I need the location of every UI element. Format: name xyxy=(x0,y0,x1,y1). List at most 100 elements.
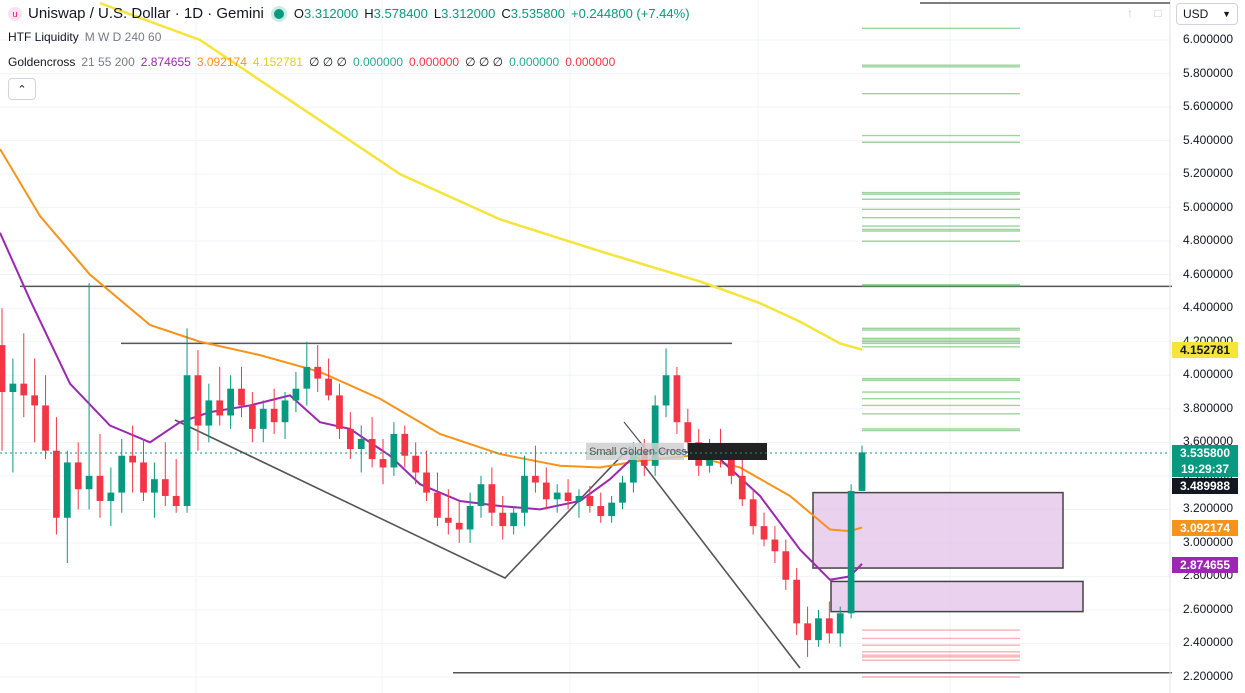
ohlc-low: L3.312000 xyxy=(433,6,496,21)
price-change: +0.244800 (+7.44%) xyxy=(570,6,690,21)
ma21-line xyxy=(0,232,863,581)
candle-body xyxy=(140,462,147,493)
symbol-legend: u Uniswap / U.S. Dollar · 1D · Gemini O3… xyxy=(8,5,690,22)
candle-body xyxy=(0,345,6,393)
scroll-up-icon[interactable]: ↑ xyxy=(1127,6,1133,20)
candle-body xyxy=(466,506,474,530)
candle-body xyxy=(793,579,801,624)
candle-body xyxy=(401,433,409,456)
candle-body xyxy=(53,450,60,518)
order-block-lower xyxy=(830,580,1084,613)
candle-body xyxy=(619,482,626,503)
ohlc-high: H3.578400 xyxy=(364,6,428,21)
candle-body xyxy=(444,517,452,523)
gc-empty-b: ∅ ∅ ∅ xyxy=(465,55,504,69)
candle-body xyxy=(412,455,420,473)
candle-body xyxy=(270,408,278,423)
symbol-title[interactable]: Uniswap / U.S. Dollar · 1D · Gemini xyxy=(28,5,264,22)
last-price-value: 3.535800 xyxy=(1179,446,1231,460)
ma21-price-tag: 2.874655 xyxy=(1172,557,1238,573)
candle-body xyxy=(542,482,550,500)
candle-body xyxy=(118,455,126,493)
ma55-price-tag: 3.092174 xyxy=(1172,520,1238,536)
candle-body xyxy=(521,475,528,513)
candle-body xyxy=(85,475,93,490)
candle-body xyxy=(760,526,768,540)
candle-body xyxy=(651,405,659,466)
candle-body xyxy=(847,490,855,614)
axis-tick-label: 4.600000 xyxy=(1183,266,1234,281)
axis-tick-label: 4.800000 xyxy=(1183,233,1234,248)
market-open-icon xyxy=(273,8,284,19)
candle-body xyxy=(727,459,735,476)
candle-body xyxy=(630,450,637,483)
candle-body xyxy=(194,375,202,426)
moving-averages xyxy=(0,1,863,581)
axis-tick-label: 3.000000 xyxy=(1183,534,1234,549)
candle-body xyxy=(368,438,376,460)
candle-body xyxy=(499,512,507,527)
golden-cross-annotation: Small Golden Cross xyxy=(586,443,767,460)
ma55-line xyxy=(0,148,863,533)
ma200-line xyxy=(99,1,863,351)
axis-tick-label: 3.200000 xyxy=(1183,501,1234,516)
maximize-icon[interactable]: □ xyxy=(1154,6,1162,20)
candle-body xyxy=(423,472,430,493)
candle-body xyxy=(771,539,779,552)
candle-body xyxy=(336,395,343,429)
candle-body xyxy=(205,400,213,426)
candle-body xyxy=(804,623,811,641)
last-price-tag: 3.535800 19:29:37 xyxy=(1172,445,1238,477)
candle-body xyxy=(303,366,311,389)
candle-body xyxy=(9,383,17,393)
axis-tick-label: 3.800000 xyxy=(1183,400,1234,415)
candle-body xyxy=(216,400,224,416)
gc-ma55-value: 3.092174 xyxy=(196,55,247,69)
axis-tick-label: 5.600000 xyxy=(1183,99,1234,114)
gc-empty-a: ∅ ∅ ∅ xyxy=(308,55,347,69)
candle-body xyxy=(673,375,681,423)
annotation-bg xyxy=(586,443,684,460)
candle-body xyxy=(96,475,104,501)
candle-body xyxy=(31,395,39,406)
candle-body xyxy=(183,375,191,507)
candle-body xyxy=(151,479,158,493)
gc-value-7: 0.000000 xyxy=(565,55,616,69)
candle-body xyxy=(575,495,583,501)
candle-body xyxy=(510,512,518,527)
candle-body xyxy=(815,618,822,641)
annotation-label: Small Golden Cross xyxy=(589,446,687,458)
chevron-up-icon: ⌃ xyxy=(17,83,27,96)
axis-tick-label: 6.000000 xyxy=(1183,32,1234,46)
currency-select[interactable]: USD ▼ xyxy=(1176,3,1238,25)
candle-body xyxy=(325,378,332,396)
candle-body xyxy=(259,408,267,429)
axis-tick-label: 2.600000 xyxy=(1183,601,1234,616)
candle-body xyxy=(564,492,572,501)
candle-body xyxy=(434,492,441,518)
ohlc-close: C3.535800 xyxy=(501,6,565,21)
candle-body xyxy=(662,375,670,406)
axis-tick-label: 5.800000 xyxy=(1183,65,1234,80)
candle-body xyxy=(825,618,833,634)
axis-tick-label: 2.400000 xyxy=(1183,635,1234,650)
candle-body xyxy=(292,388,300,401)
candle-body xyxy=(357,438,365,450)
candle-body xyxy=(227,388,234,416)
collapse-legend-button[interactable]: ⌃ xyxy=(8,78,36,100)
axis-tick-label: 2.200000 xyxy=(1183,669,1234,683)
htf-liquidity-legend[interactable]: HTF Liquidity M W D 240 60 xyxy=(8,30,161,44)
axis-tick-label: 5.200000 xyxy=(1183,166,1234,181)
axis-tick-label: 3.600000 xyxy=(1183,434,1234,449)
candle-body xyxy=(238,388,245,406)
ma200-price-tag: 4.152781 xyxy=(1172,342,1238,358)
candle-body xyxy=(684,422,692,443)
annotation-dark-box xyxy=(688,443,767,460)
goldencross-legend[interactable]: Goldencross 21 55 200 2.874655 3.092174 … xyxy=(8,55,615,69)
gc-value-6: 0.000000 xyxy=(509,55,560,69)
horizontal-levels xyxy=(20,285,1172,674)
axis-tick-label: 4.000000 xyxy=(1183,367,1234,382)
ohlc-open: O3.312000 xyxy=(293,6,359,21)
axis-tick-label: 5.000000 xyxy=(1183,199,1234,214)
